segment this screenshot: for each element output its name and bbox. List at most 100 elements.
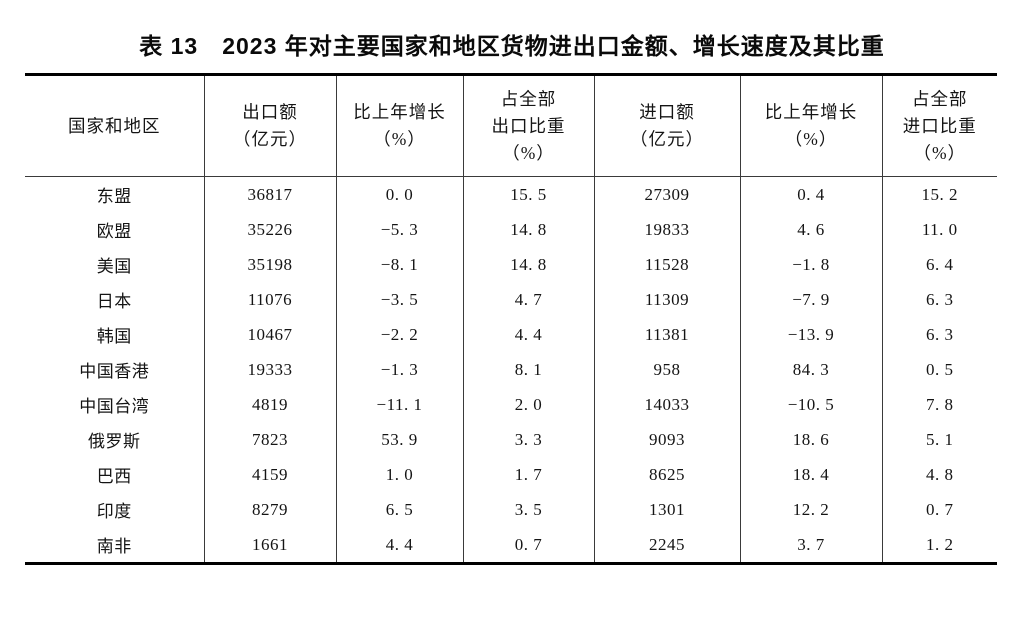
value-cell: 7823 (204, 422, 337, 457)
value-cell: 1301 (594, 492, 741, 527)
header-line: 出口比重 (491, 115, 566, 136)
value-cell: −11. 1 (336, 387, 464, 422)
value-cell: 84. 3 (740, 352, 883, 387)
header-line: 出口额 (242, 102, 298, 122)
table-row: 东盟 36817 0. 0 15. 5 27309 0. 4 15. 2 (25, 176, 997, 212)
value-cell: 1. 7 (463, 457, 595, 492)
table-row: 中国香港 19333 −1. 3 8. 1 958 84. 3 0. 5 (25, 352, 997, 387)
value-cell: 4. 4 (336, 527, 464, 564)
value-cell: 0. 5 (926, 359, 954, 379)
table-row: 巴西 4159 1. 0 1. 7 8625 18. 4 4. 8 (25, 457, 997, 492)
header-line: 比上年增长 (353, 102, 446, 122)
value-cell: 11076 (204, 282, 337, 317)
column-header-export_value: 出口额 （亿元） (204, 74, 337, 177)
value-cell: 6. 3 (926, 324, 954, 344)
table-row: 南非 1661 4. 4 0. 7 2245 3. 7 1. 2 (25, 527, 997, 564)
value-cell: 11. 0 (921, 219, 958, 239)
region-cell: 韩国 (25, 317, 205, 352)
value-cell: 2. 0 (463, 387, 595, 422)
value-cell: 4. 4 (463, 317, 595, 352)
header-line: （%） (784, 129, 838, 149)
table-row: 中国台湾 4819 −11. 1 2. 0 14033 −10. 5 7. 8 (25, 387, 997, 422)
value-cell: −1. 3 (336, 352, 464, 387)
value-cell: 6. 4 (926, 254, 954, 274)
value-cell: 35198 (204, 247, 337, 282)
value-cell: 0. 7 (926, 499, 954, 519)
value-cell: 8279 (204, 492, 337, 527)
column-header-import_share: 占全部进口比重 （%） (882, 74, 997, 177)
value-cell: 8625 (594, 457, 741, 492)
value-cell: −7. 9 (740, 282, 883, 317)
value-cell: 15. 2 (921, 184, 958, 204)
table-title: 表 13 2023 年对主要国家和地区货物进出口金额、增长速度及其比重 (139, 33, 885, 59)
value-cell: 7. 8 (926, 394, 954, 414)
header-line: 进口额 (639, 102, 695, 122)
value-cell: −13. 9 (740, 317, 883, 352)
value-cell: 14. 8 (463, 212, 595, 247)
value-cell: 10467 (204, 317, 337, 352)
region-cell: 俄罗斯 (25, 422, 205, 457)
trade-table: 国家和地区 出口额 （亿元） 比上年增长 （%） 占全部 出口比重 （%） 进口额 （亿元） 比上年… (25, 73, 997, 565)
value-cell: 6. 3 (926, 289, 954, 309)
value-cell: 4. 8 (926, 464, 954, 484)
table-header-row: 国家和地区 出口额 （亿元） 比上年增长 （%） 占全部 出口比重 （%） 进口额 （亿元） 比上年… (25, 74, 997, 177)
value-cell: 12. 2 (740, 492, 883, 527)
region-cell: 中国台湾 (25, 387, 205, 422)
value-cell: 5. 1 (926, 429, 954, 449)
value-cell: 3. 3 (463, 422, 595, 457)
value-cell: 0. 7 (463, 527, 595, 564)
region-cell: 南非 (25, 527, 205, 564)
value-cell: 11309 (594, 282, 741, 317)
value-cell: −10. 5 (740, 387, 883, 422)
value-cell: 19333 (204, 352, 337, 387)
value-cell: 6. 5 (336, 492, 464, 527)
region-cell: 日本 (25, 282, 205, 317)
value-cell: 4. 7 (463, 282, 595, 317)
header-line: （%） (373, 129, 426, 149)
column-header-import_growth: 比上年增长 （%） (740, 74, 883, 177)
value-cell: 19833 (594, 212, 741, 247)
column-header-export_growth: 比上年增长 （%） (336, 74, 464, 177)
column-header-region: 国家和地区 (25, 74, 205, 177)
table-row: 印度 8279 6. 5 3. 5 1301 12. 2 0. 7 (25, 492, 997, 527)
region-cell: 印度 (25, 492, 205, 527)
value-cell: 1661 (204, 527, 337, 564)
value-cell: 14033 (594, 387, 741, 422)
value-cell: 1. 0 (336, 457, 464, 492)
region-cell: 中国香港 (25, 352, 205, 387)
value-cell: 11381 (594, 317, 741, 352)
value-cell: 15. 5 (463, 176, 595, 212)
table-row: 俄罗斯 7823 53. 9 3. 3 9093 18. 6 5. 1 (25, 422, 997, 457)
value-cell: 4819 (204, 387, 337, 422)
value-cell: 14. 8 (463, 247, 595, 282)
value-cell: 35226 (204, 212, 337, 247)
table-row: 美国 35198 −8. 1 14. 8 11528 −1. 8 6. 4 (25, 247, 997, 282)
document-page: 表 13 2023 年对主要国家和地区货物进出口金额、增长速度及其比重 国家和地… (0, 27, 1024, 624)
value-cell: 27309 (594, 176, 741, 212)
region-cell: 巴西 (25, 457, 205, 492)
value-cell: 11528 (594, 247, 741, 282)
value-cell: 8. 1 (463, 352, 595, 387)
value-cell: 18. 6 (740, 422, 883, 457)
column-header-export_share: 占全部 出口比重 （%） (463, 74, 595, 177)
header-line: 占全部 (500, 88, 557, 109)
value-cell: −8. 1 (336, 247, 464, 282)
table-row: 欧盟 35226 −5. 3 14. 8 19833 4. 6 11. 0 (25, 212, 997, 247)
value-cell: 4. 6 (740, 212, 883, 247)
value-cell: 2245 (594, 527, 741, 564)
value-cell: 0. 0 (336, 176, 464, 212)
value-cell: 3. 7 (740, 527, 883, 564)
column-header-import_value: 进口额 （亿元） (594, 74, 741, 177)
region-cell: 美国 (25, 247, 205, 282)
value-cell: 4159 (204, 457, 337, 492)
table-row: 韩国 10467 −2. 2 4. 4 11381 −13. 9 6. 3 (25, 317, 997, 352)
header-line: （%） (913, 142, 967, 163)
header-line: 进口比重 (902, 115, 977, 136)
header-line: 比上年增长 (764, 102, 858, 122)
header-line: 占全部 (912, 88, 968, 109)
value-cell: 958 (594, 352, 741, 387)
value-cell: −5. 3 (336, 212, 464, 247)
value-cell: −1. 8 (740, 247, 883, 282)
value-cell: 3. 5 (463, 492, 595, 527)
header-line: 国家和地区 (68, 115, 161, 136)
